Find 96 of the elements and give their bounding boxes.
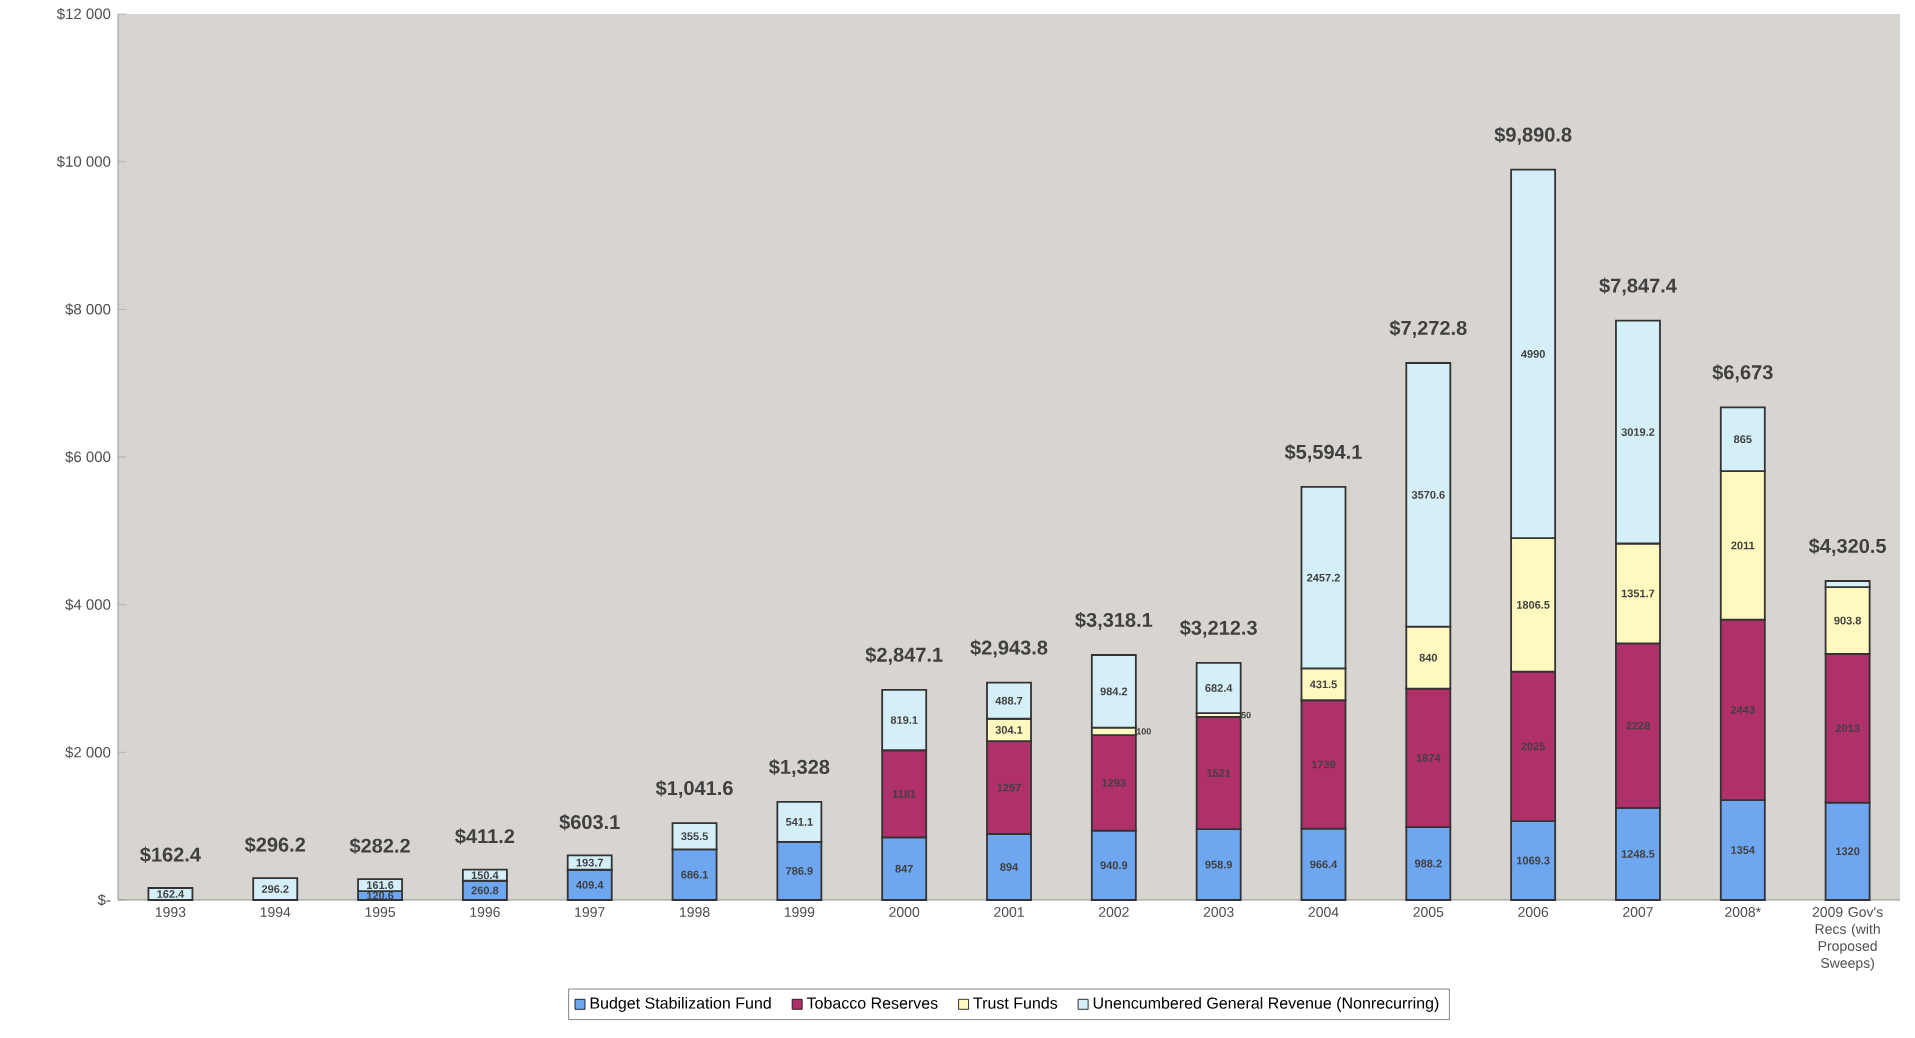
legend-label: Tobacco Reserves [806, 996, 938, 1009]
data-label: 1181 [892, 789, 916, 798]
data-label: 894 [1000, 863, 1019, 871]
legend-label: Unencumbered General Revenue (Nonrecurring) [1093, 996, 1439, 1012]
x-tick-label: 2009 Gov's Recs (with Proposed Sweeps) [1812, 907, 1883, 971]
x-tick-label: 1997 [575, 907, 605, 917]
data-label: 840 [1419, 653, 1438, 662]
total-label: $9,890.8 [1494, 126, 1572, 145]
data-label: 1874 [1416, 753, 1441, 762]
y-tick-label: $6 000 [65, 450, 111, 464]
total-label: $3,318.1 [1075, 611, 1153, 630]
data-label: 1351.7 [1621, 589, 1655, 598]
data-label: 988.2 [1414, 859, 1442, 868]
data-label: 940.9 [1100, 861, 1128, 870]
total-label: $6,673 [1712, 364, 1773, 383]
total-label: $282.2 [349, 837, 410, 855]
data-label: 120.6 [366, 891, 394, 900]
legend-label: Trust Funds [973, 996, 1058, 1009]
data-label: 162.4 [157, 890, 185, 898]
y-tick-label: $4 000 [65, 598, 111, 611]
data-label: 2443 [1730, 705, 1755, 714]
total-label: $7,847.4 [1599, 277, 1677, 296]
x-tick-label: 2004 [1308, 907, 1339, 917]
x-tick-label: 1996 [470, 907, 500, 917]
y-tick-label: $2 000 [65, 746, 111, 759]
data-label: 4990 [1521, 350, 1545, 358]
data-label: 2013 [1835, 724, 1860, 733]
data-label: 1521 [1207, 769, 1231, 777]
data-label: 2011 [1731, 541, 1755, 550]
data-label: 355.5 [681, 832, 708, 841]
data-label: 865 [1733, 435, 1752, 444]
bar [1195, 661, 1242, 715]
data-label: 2457.2 [1307, 573, 1340, 582]
x-tick-label: 2007 [1623, 907, 1653, 917]
data-label: 3019.2 [1621, 428, 1655, 436]
x-tick-label: 1994 [260, 907, 291, 917]
y-tick-label: $10 000 [56, 155, 111, 168]
data-label: 786.9 [786, 867, 813, 875]
y-tick-label: $- [97, 893, 111, 907]
total-label: $1,041.6 [655, 780, 733, 799]
data-label: 1354 [1731, 846, 1755, 854]
total-label: $296.2 [244, 836, 306, 854]
x-tick-label: 1999 [784, 907, 815, 917]
data-label: 682.4 [1205, 684, 1233, 692]
bar [252, 877, 299, 901]
data-label: 2025 [1521, 742, 1546, 751]
total-label: $4,320.5 [1808, 537, 1886, 556]
data-label: 100 [1136, 728, 1151, 735]
total-label: $162.4 [140, 846, 201, 863]
data-label: 150.4 [471, 871, 499, 880]
data-label: 984.2 [1100, 687, 1128, 696]
x-tick-label: 2008* [1725, 907, 1761, 917]
total-label: $411.2 [455, 828, 515, 845]
data-label: 1320 [1836, 847, 1860, 856]
x-tick-label: 1993 [155, 907, 186, 917]
total-label: $7,272.8 [1389, 319, 1467, 338]
data-label: 1806.5 [1517, 600, 1550, 609]
x-tick-label: 2005 [1413, 907, 1444, 917]
data-label: 958.9 [1205, 860, 1233, 869]
total-label: $3,212.3 [1179, 619, 1257, 638]
x-tick-label: 2000 [889, 907, 920, 917]
data-label: 193.7 [576, 858, 603, 867]
data-label: 1257 [997, 783, 1021, 792]
data-label: 304.1 [995, 726, 1023, 734]
data-label: 296.2 [261, 885, 289, 893]
x-tick-label: 2003 [1203, 907, 1234, 917]
data-label: 966.4 [1310, 860, 1338, 869]
data-label: 686.1 [681, 870, 708, 879]
data-label: 1069.3 [1517, 856, 1550, 865]
total-label: $2,943.8 [970, 639, 1048, 658]
data-label: 2228 [1626, 721, 1650, 730]
x-tick-label: 2001 [994, 907, 1024, 917]
data-label: 1248.5 [1621, 850, 1655, 858]
data-label: 1293 [1102, 778, 1126, 787]
total-label: $2,847.1 [865, 646, 943, 665]
data-label: 541.1 [785, 818, 813, 826]
total-label: $603.1 [559, 814, 620, 831]
x-tick-label: 2002 [1098, 907, 1129, 917]
data-label: 431.5 [1309, 680, 1337, 689]
x-tick-label: 1998 [680, 907, 710, 917]
y-tick-label: $8 000 [65, 303, 111, 316]
y-tick-label: $12 000 [56, 7, 111, 21]
data-label: 3570.6 [1411, 490, 1445, 499]
data-label: 1739 [1311, 760, 1336, 769]
data-label: 819.1 [890, 716, 918, 724]
data-label: 903.8 [1834, 616, 1862, 625]
total-label: $5,594.1 [1284, 443, 1362, 462]
x-tick-label: 1995 [365, 907, 396, 917]
data-label: 260.8 [471, 886, 499, 895]
total-label: $1,328 [769, 758, 830, 777]
data-label: 409.4 [576, 880, 604, 889]
data-label: 847 [895, 864, 913, 873]
data-label: 161.6 [366, 881, 394, 890]
legend-label: Budget Stabilization Fund [590, 996, 771, 1012]
x-tick-label: 2006 [1518, 907, 1549, 917]
data-label: 488.7 [995, 696, 1023, 705]
